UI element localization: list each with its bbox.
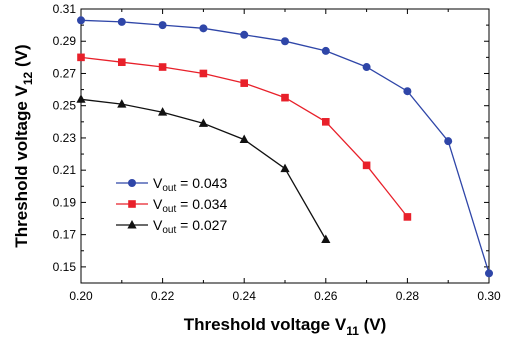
series-1-point — [158, 63, 167, 71]
legend-label: Vout = 0.034 — [153, 196, 227, 215]
legend-entry-1: Vout = 0.034 — [116, 196, 227, 215]
series-2-point — [158, 107, 168, 116]
legend-marker — [127, 220, 137, 229]
series-0-point — [485, 269, 493, 278]
series-1-point — [403, 213, 412, 221]
x-axis-title-main: Threshold voltage V — [184, 315, 347, 334]
series-0-point — [199, 24, 208, 33]
series-0-line — [80, 19, 490, 274]
legend-label-sub: out — [162, 204, 176, 215]
series-2-point — [76, 94, 86, 103]
series-2-point — [117, 99, 127, 108]
y-tick-label: 0.19 — [53, 195, 77, 209]
x-tick-label: 0.26 — [314, 289, 338, 303]
y-tick-label: 0.21 — [53, 163, 77, 177]
legend-entry-0: Vout = 0.043 — [116, 175, 227, 194]
series-0-point — [158, 21, 167, 30]
legend-label: Vout = 0.043 — [153, 175, 227, 194]
legend-label-main: V — [153, 175, 163, 191]
series-1-point — [322, 118, 330, 126]
x-tick-label: 0.20 — [69, 289, 93, 303]
y-tick-label: 0.27 — [53, 66, 77, 80]
x-axis-ticks: 0.20 0.22 0.24 0.26 0.28 0.30 — [69, 9, 501, 303]
series-2-point — [280, 163, 290, 173]
legend-marker — [128, 200, 136, 208]
y-tick-label: 0.23 — [53, 131, 77, 145]
series-1-point — [77, 53, 85, 62]
legend-label-value: = 0.043 — [176, 175, 227, 191]
legend-label-value: = 0.034 — [176, 196, 227, 212]
series-layer — [76, 16, 493, 278]
series-1-point — [362, 161, 371, 170]
legend-marker — [128, 179, 136, 187]
y-axis-title-main: Threshold voltage V — [12, 84, 31, 247]
legend-label-value: = 0.027 — [176, 217, 227, 233]
legend-label-sub: out — [162, 225, 176, 236]
y-tick-label: 0.31 — [53, 2, 77, 16]
y-axis-ticks: 0.15 0.17 0.19 0.21 0.23 0.25 0.27 0.29 0.31 — [53, 2, 489, 274]
x-tick-label: 0.24 — [233, 289, 257, 303]
y-tick-label: 0.25 — [53, 99, 77, 113]
x-axis-title: Threshold voltage V11 (V) — [184, 315, 387, 338]
y-tick-label: 0.29 — [53, 34, 77, 48]
series-1-point — [118, 58, 126, 66]
series-1-point — [281, 93, 289, 102]
series-1-point — [240, 79, 248, 87]
plot-frame — [80, 8, 490, 284]
series-0-point — [117, 17, 126, 26]
x-axis-title-unit: (V) — [359, 315, 386, 334]
y-tick-label: 0.15 — [53, 260, 77, 274]
series-2 — [76, 94, 331, 243]
legend-entry-2: Vout = 0.027 — [116, 217, 227, 236]
series-0-point — [403, 87, 412, 96]
x-tick-label: 0.28 — [396, 289, 420, 303]
legend-label: Vout = 0.027 — [153, 217, 227, 236]
series-0-point — [77, 16, 85, 25]
x-tick-label: 0.30 — [477, 289, 501, 303]
series-0-point — [362, 63, 371, 72]
series-0 — [77, 16, 493, 278]
y-tick-label: 0.17 — [53, 228, 77, 242]
legend-label-main: V — [153, 196, 163, 212]
legend-label-main: V — [153, 217, 163, 233]
series-0-point — [281, 37, 289, 46]
x-tick-label: 0.22 — [151, 289, 175, 303]
series-2-point — [239, 134, 249, 144]
y-axis-title: Threshold voltage V12 (V) — [12, 44, 35, 247]
x-axis-title-sub: 11 — [346, 324, 359, 338]
series-1 — [77, 53, 412, 221]
series-0-point — [321, 46, 330, 55]
y-axis-title-unit: (V) — [12, 44, 31, 71]
plot-border — [80, 8, 490, 284]
series-1-point — [199, 69, 208, 78]
series-2-point — [198, 118, 208, 127]
y-axis-title-sub: 12 — [21, 71, 35, 85]
legend-label-sub: out — [162, 183, 176, 194]
series-0-point — [240, 30, 249, 39]
series-2-point — [321, 234, 331, 243]
series-0-point — [444, 137, 453, 146]
